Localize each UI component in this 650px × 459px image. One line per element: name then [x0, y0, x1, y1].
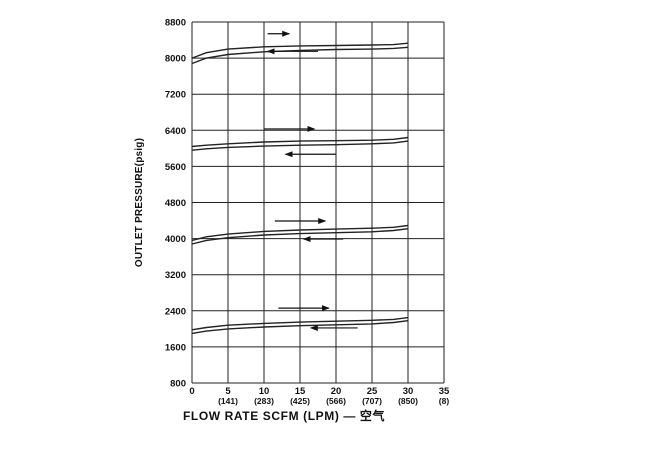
series-line [191, 228, 409, 245]
x-tick-label: 20 [331, 386, 342, 397]
series-group [191, 42, 409, 335]
y-tick-label: 5600 [165, 162, 186, 173]
x-tick-label: 10 [259, 386, 270, 397]
y-tick-label: 6400 [165, 126, 186, 137]
y-tick-label: 8000 [165, 54, 186, 65]
x-tick-label-secondary: (141) [218, 396, 238, 406]
x-tick-label-secondary: (8) [439, 396, 450, 406]
arrow-group [264, 30, 358, 331]
series-line [191, 136, 409, 148]
y-tick-label: 2400 [165, 306, 186, 317]
series-line [191, 46, 409, 65]
x-axis-label: FLOW RATE SCFM (LPM) — 空气 [183, 408, 385, 423]
x-tick-label-secondary: (283) [254, 396, 274, 406]
y-axis-label: OUTLET PRESSURE(psig) [134, 138, 145, 267]
y-axis-ticks: 800 1600 2400 3200 4000 4800 5600 6400 7200 8000 8… [165, 18, 186, 390]
x-tick-label: 5 [225, 386, 231, 397]
x-tick-label-secondary: (425) [290, 396, 310, 406]
y-tick-label: 8800 [165, 18, 186, 29]
x-tick-label-secondary: (566) [326, 396, 346, 406]
y-tick-label: 1600 [165, 342, 186, 353]
x-tick-label: 30 [403, 386, 414, 397]
y-tick-label: 4800 [165, 198, 186, 209]
x-tick-label-secondary: (707) [362, 396, 382, 406]
series-line [191, 316, 409, 331]
x-tick-label: 15 [295, 386, 306, 397]
series-line [191, 224, 409, 242]
x-axis-ticks: 0 5(141) 10(283) 15(425) 20(566) 25(707) 30(85… [189, 386, 450, 406]
y-tick-label: 800 [170, 379, 186, 390]
series-line [191, 42, 409, 59]
x-tick-label: 0 [189, 386, 194, 397]
y-tick-label: 7200 [165, 90, 186, 101]
x-tick-label: 25 [367, 386, 378, 397]
x-tick-label: 35 [439, 386, 450, 397]
y-tick-label: 3200 [165, 270, 186, 281]
x-tick-label-secondary: (850) [398, 396, 418, 406]
series-line [191, 140, 409, 151]
y-tick-label: 4000 [165, 234, 186, 245]
series-line [191, 320, 409, 335]
